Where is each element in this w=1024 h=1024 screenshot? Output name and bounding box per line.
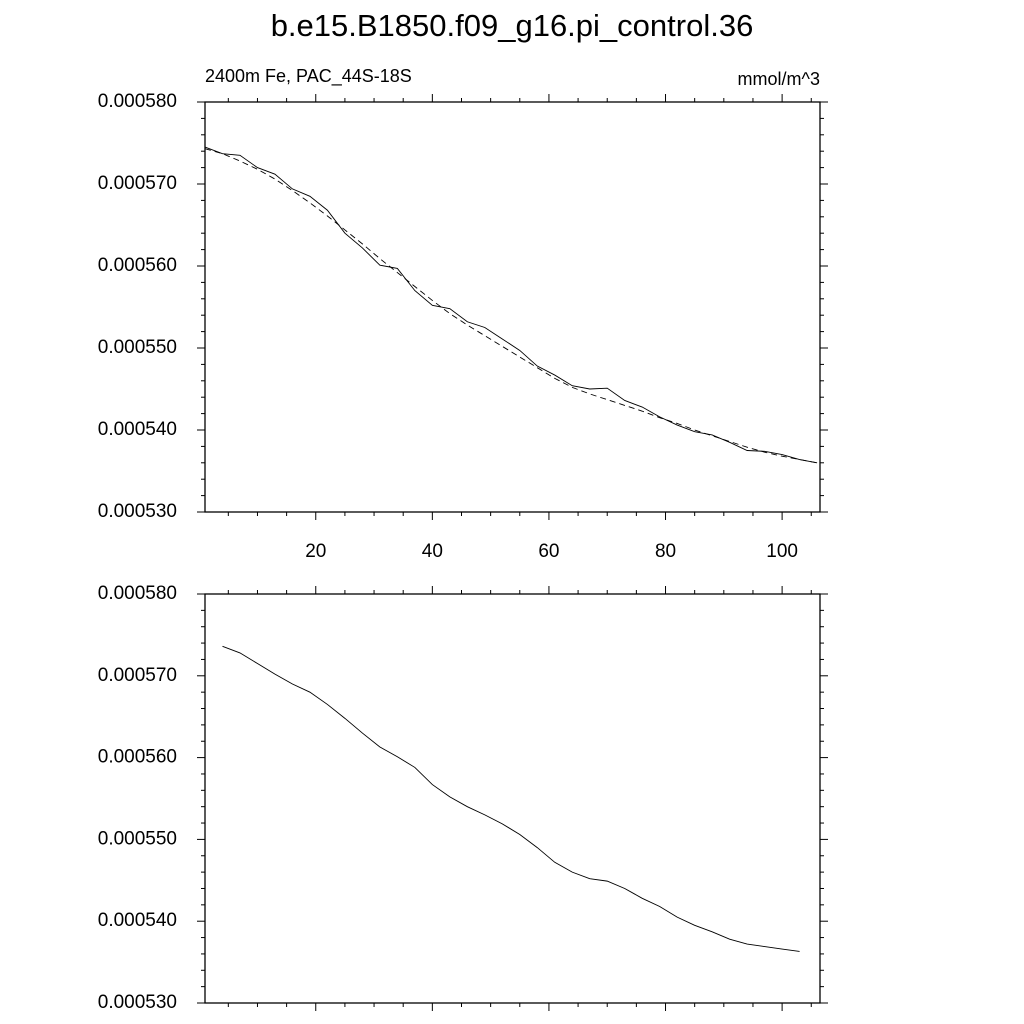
- plot-frame: [204, 593, 821, 1004]
- data-line: [204, 146, 818, 464]
- y-tick-label: 0.000530: [98, 992, 177, 1013]
- y-tick-label: 0.000570: [98, 665, 177, 686]
- x-tick-label: 20: [305, 541, 326, 562]
- y-tick-label: 0.000540: [98, 910, 177, 931]
- chart-title: b.e15.B1850.f09_g16.pi_control.36: [271, 8, 754, 43]
- trend-line: [204, 148, 818, 464]
- y-tick-label: 0.000580: [98, 583, 177, 604]
- subtitle-left: 2400m Fe, PAC_44S-18S: [205, 66, 412, 87]
- y-tick-label: 0.000580: [98, 91, 177, 112]
- y-tick-label: 0.000540: [98, 419, 177, 440]
- y-tick-label: 0.000560: [98, 255, 177, 276]
- x-tick-label: 40: [422, 541, 443, 562]
- x-tick-label: 60: [538, 541, 559, 562]
- y-tick-label: 0.000550: [98, 337, 177, 358]
- data-line: [222, 645, 800, 952]
- y-tick-label: 0.000550: [98, 828, 177, 849]
- y-tick-label: 0.000570: [98, 173, 177, 194]
- subtitle-right: mmol/m^3: [738, 69, 820, 89]
- plot-frame: [204, 101, 821, 513]
- y-tick-label: 0.000530: [98, 501, 177, 522]
- x-tick-label: 80: [655, 541, 676, 562]
- x-tick-label: 100: [766, 541, 798, 562]
- y-tick-label: 0.000560: [98, 747, 177, 768]
